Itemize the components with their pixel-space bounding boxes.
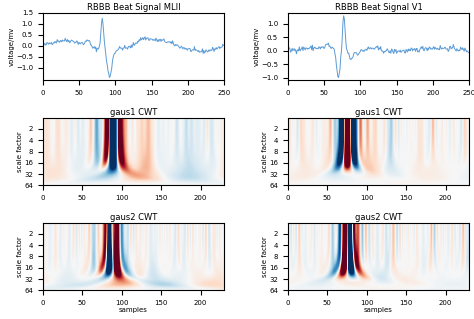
Y-axis label: scale factor: scale factor [17,236,23,277]
Y-axis label: scale factor: scale factor [17,131,23,172]
Y-axis label: scale factor: scale factor [262,236,268,277]
Y-axis label: scale factor: scale factor [262,131,268,172]
Title: RBBB Beat Signal V1: RBBB Beat Signal V1 [335,3,422,12]
X-axis label: samples: samples [364,308,393,313]
Title: RBBB Beat Signal MLII: RBBB Beat Signal MLII [87,3,180,12]
Title: gaus2 CWT: gaus2 CWT [355,213,402,222]
Title: gaus1 CWT: gaus1 CWT [355,108,402,117]
Title: gaus1 CWT: gaus1 CWT [110,108,157,117]
Title: gaus2 CWT: gaus2 CWT [110,213,157,222]
Y-axis label: voltage/mv: voltage/mv [9,27,14,66]
X-axis label: samples: samples [119,308,148,313]
Y-axis label: voltage/mv: voltage/mv [254,27,259,66]
